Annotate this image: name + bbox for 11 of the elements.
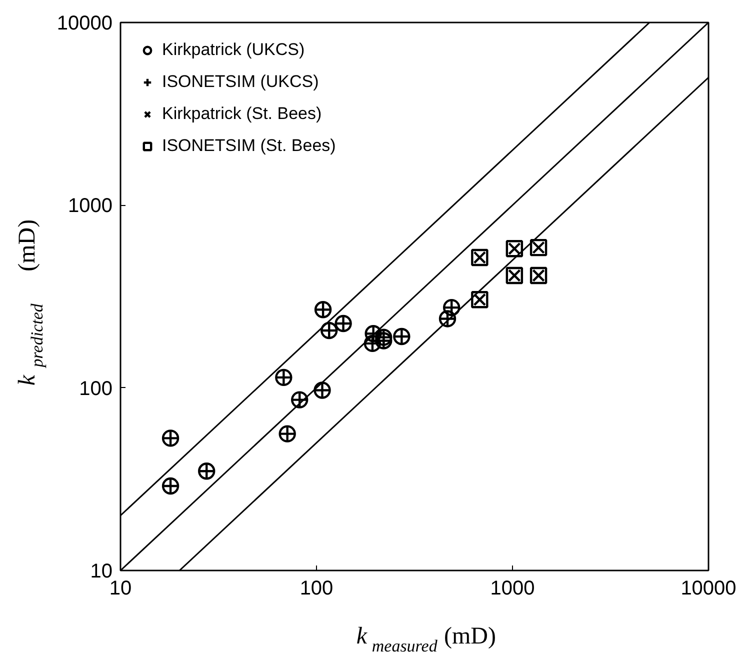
legend-label: Kirkpatrick (UKCS) [162, 40, 305, 60]
legend-label: ISONETSIM (UKCS) [162, 72, 319, 92]
x-tick-label: 100 [300, 578, 334, 600]
y-tick-label: 100 [79, 378, 113, 400]
x-tick-label: 10000 [680, 578, 736, 600]
legend-label: ISONETSIM (St. Bees) [162, 136, 336, 156]
text: kpredicted (mD) [14, 219, 46, 386]
y-tick-label: 1000 [68, 195, 113, 218]
y-tick-label: 10000 [56, 12, 113, 34]
x-tick-label: 1000 [490, 578, 535, 600]
legend-label: Kirkpatrick (St. Bees) [162, 104, 322, 124]
